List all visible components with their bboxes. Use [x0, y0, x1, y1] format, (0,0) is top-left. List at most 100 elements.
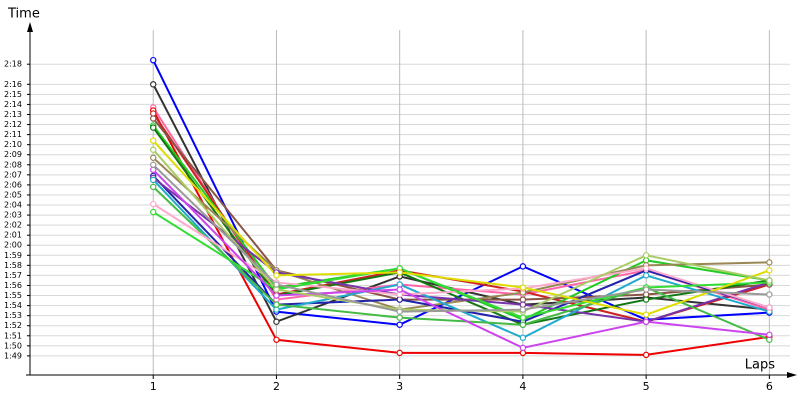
data-point — [150, 115, 157, 122]
x-tick-label: 4 — [519, 380, 526, 393]
data-point — [396, 308, 403, 315]
data-point — [273, 286, 280, 293]
data-point — [519, 321, 527, 328]
data-point — [766, 267, 773, 274]
x-axis-arrow — [787, 372, 797, 378]
series-line — [152, 169, 770, 349]
data-point — [766, 259, 773, 266]
y-tick-label: 2:01 — [4, 231, 22, 240]
x-axis-title: Laps — [745, 358, 775, 373]
data-point — [150, 110, 157, 117]
y-tick-label: 2:00 — [4, 241, 22, 250]
y-tick-label: 1:50 — [4, 341, 22, 350]
x-tick-label: 2 — [273, 380, 280, 393]
data-point — [642, 351, 650, 359]
y-tick-label: 1:57 — [4, 271, 22, 280]
y-tick-label: 2:10 — [4, 140, 22, 149]
y-tick-label: 1:51 — [4, 331, 22, 340]
data-point — [396, 281, 403, 288]
y-tick-label: 1:54 — [4, 301, 22, 310]
data-point — [766, 336, 773, 343]
data-point — [766, 277, 773, 284]
y-tick-label: 2:14 — [4, 100, 22, 109]
data-point — [150, 200, 157, 208]
data-point — [396, 314, 403, 321]
x-tick-label: 1 — [150, 380, 157, 393]
data-point — [766, 291, 773, 298]
data-point — [642, 311, 650, 318]
y-tick-label: 1:56 — [4, 281, 22, 290]
y-tick-label: 1:53 — [4, 311, 22, 320]
data-point — [642, 252, 650, 259]
data-point — [150, 146, 157, 153]
data-point — [150, 208, 157, 216]
series-line — [152, 164, 770, 313]
data-point — [519, 334, 527, 341]
data-point — [396, 321, 403, 328]
data-point — [642, 265, 650, 272]
data-point — [396, 296, 403, 303]
data-point — [519, 344, 527, 352]
data-point — [766, 331, 773, 338]
y-tick-label: 1:58 — [4, 261, 22, 270]
y-tick-label: 2:09 — [4, 150, 22, 159]
data-point — [150, 166, 157, 174]
series-line — [152, 211, 770, 319]
y-tick-label: 2:13 — [4, 110, 22, 119]
data-point — [519, 301, 527, 308]
data-point — [642, 318, 650, 325]
y-tick-label: 2:05 — [4, 190, 22, 199]
data-point — [642, 286, 650, 293]
data-point — [519, 306, 527, 313]
data-point — [396, 291, 403, 298]
y-tick-label: 2:02 — [4, 221, 22, 230]
y-tick-label: 2:08 — [4, 160, 22, 169]
y-tick-label: 2:06 — [4, 180, 22, 189]
data-point — [519, 263, 527, 270]
data-point — [150, 183, 157, 191]
data-point — [150, 81, 157, 88]
data-point — [273, 318, 280, 325]
data-point — [396, 269, 403, 276]
data-point — [519, 284, 527, 291]
data-point — [519, 349, 527, 357]
axes — [26, 22, 797, 378]
series-line — [152, 186, 770, 341]
data-point — [273, 306, 280, 313]
y-axis-arrow — [27, 22, 33, 32]
series-line — [152, 177, 770, 323]
y-tick-label: 2:12 — [4, 120, 22, 129]
y-axis-title: Time — [7, 7, 40, 22]
data-point — [519, 296, 527, 303]
data-point — [642, 257, 650, 264]
series-line — [152, 109, 770, 356]
y-tick-label: 1:55 — [4, 291, 22, 300]
data-point — [766, 304, 773, 311]
y-tick-label: 2:15 — [4, 90, 22, 99]
y-tick-label: 1:59 — [4, 251, 22, 260]
y-tick-label: 2:18 — [4, 60, 22, 69]
series-lines — [150, 56, 773, 359]
data-point — [642, 296, 650, 303]
y-tick-label: 2:04 — [4, 201, 22, 210]
data-point — [396, 349, 403, 357]
y-tick-label: 2:03 — [4, 211, 22, 220]
data-point — [150, 137, 157, 144]
data-point — [642, 272, 650, 279]
y-tick-label: 2:07 — [4, 170, 22, 179]
data-point — [396, 286, 403, 293]
data-point — [273, 292, 280, 299]
data-point — [273, 281, 280, 288]
data-point — [150, 176, 157, 184]
data-point — [150, 161, 157, 168]
data-point — [273, 301, 280, 308]
data-point — [519, 314, 527, 321]
x-tick-label: 5 — [643, 380, 650, 393]
data-point — [150, 56, 157, 64]
y-tick-label: 2:16 — [4, 80, 22, 89]
series-line — [152, 139, 770, 316]
data-point — [273, 272, 280, 279]
y-tick-label: 1:49 — [4, 351, 22, 360]
data-point — [150, 124, 157, 131]
